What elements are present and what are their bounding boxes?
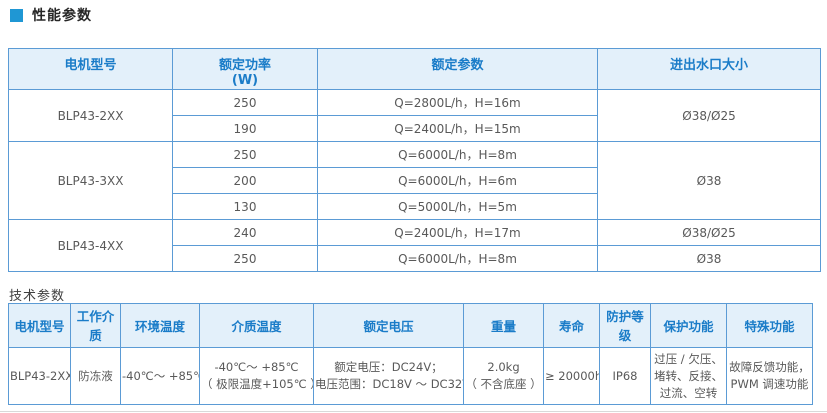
- section-header-performance: 性能参数: [10, 5, 92, 25]
- tech-header-medium: 工作介质: [70, 303, 121, 348]
- tech-header-voltage: 额定电压: [313, 303, 464, 348]
- power-cell: 240: [172, 219, 318, 246]
- table-row: 190 Q=2400L/h，H=15m: [9, 115, 821, 142]
- tech-header-model: 电机型号: [8, 303, 71, 348]
- power-cell: 190: [172, 115, 318, 142]
- ambient-temp-cell: -40℃～ +85℃: [120, 347, 200, 405]
- tech-header-special: 特殊功能: [726, 303, 813, 348]
- special-line2: PWM 调速功能: [730, 377, 809, 391]
- power-cell: 250: [172, 89, 318, 116]
- protection-cell: 过压 / 欠压、 堵转、反接、 过流、空转: [650, 347, 727, 405]
- performance-table: 电机型号 额定功率 (W) 额定参数 进出水口大小 BLP43-2XX 250 …: [8, 48, 821, 272]
- tech-header-ambient-temp: 环境温度: [120, 303, 200, 348]
- page-bottom-divider: [0, 411, 827, 412]
- model-cell: BLP43-3XX: [8, 141, 173, 220]
- technical-header-row: 电机型号 工作介质 环境温度 介质温度 额定电压 重量 寿命 防护等级 保护功能…: [8, 303, 813, 348]
- perf-header-power-unit: (W): [231, 73, 259, 88]
- tech-header-lifetime: 寿命: [543, 303, 600, 348]
- model-cell: BLP43-2XX: [8, 89, 173, 142]
- medium-temp-cell: -40℃～ +85℃ （ 极限温度+105℃ ）: [199, 347, 314, 405]
- performance-header-row: 电机型号 额定功率 (W) 额定参数 进出水口大小: [8, 48, 821, 90]
- tech-header-weight: 重量: [463, 303, 544, 348]
- params-cell: Q=6000L/h，H=6m: [317, 167, 598, 194]
- params-cell: Q=2800L/h，H=16m: [317, 89, 598, 116]
- params-cell: Q=2400L/h，H=17m: [317, 219, 598, 246]
- model-cell: BLP43-4XX: [8, 219, 173, 272]
- table-row: BLP43-4XX 240 Q=2400L/h，H=17m Ø38/Ø25: [8, 219, 821, 272]
- tech-header-medium-temp: 介质温度: [199, 303, 314, 348]
- params-cell: Q=5000L/h，H=5m: [317, 193, 598, 220]
- ip-rating-cell: IP68: [599, 347, 651, 405]
- perf-header-params: 额定参数: [317, 48, 598, 90]
- power-cell: 200: [172, 167, 318, 194]
- special-cell: 故障反馈功能， PWM 调速功能: [726, 347, 813, 405]
- weight-line2: （ 不含底座 ）: [465, 377, 542, 391]
- params-cell: Q=6000L/h，H=8m: [317, 141, 598, 168]
- table-row: BLP43-2XX 防冻液 -40℃～ +85℃ -40℃～ +85℃ （ 极限…: [8, 347, 813, 405]
- medium-temp-line1: -40℃～ +85℃: [214, 360, 299, 374]
- perf-header-power: 额定功率 (W): [172, 48, 318, 90]
- power-cell: 250: [172, 245, 318, 272]
- voltage-line2: 电压范围：DC18V ～ DC32V: [315, 377, 464, 391]
- port-cell: Ø38/Ø25: [597, 219, 821, 246]
- medium-temp-line2: （ 极限温度+105℃ ）: [201, 377, 314, 391]
- model-cell: BLP43-2XX: [8, 347, 71, 405]
- weight-line1: 2.0kg: [487, 360, 520, 374]
- voltage-line1: 额定电压：DC24V；: [334, 360, 443, 374]
- port-cell: Ø38: [597, 141, 821, 220]
- power-cell: 250: [172, 141, 318, 168]
- table-row: 130 Q=5000L/h，H=5m: [9, 193, 821, 220]
- protection-line1: 过压 / 欠压、: [654, 351, 723, 366]
- perf-header-power-line1: 额定功率: [218, 58, 271, 73]
- technical-section-title: 技术参数: [9, 289, 66, 304]
- power-cell: 130: [172, 193, 318, 220]
- perf-header-model: 电机型号: [8, 48, 173, 90]
- table-row: 200 Q=6000L/h，H=6m: [9, 167, 821, 194]
- weight-cell: 2.0kg （ 不含底座 ）: [463, 347, 544, 405]
- table-row: 250 Q=6000L/h，H=8m Ø38: [9, 245, 821, 272]
- protection-line3: 过流、空转: [659, 385, 718, 400]
- params-cell: Q=6000L/h，H=8m: [317, 245, 598, 272]
- tech-header-protection: 保护功能: [650, 303, 727, 348]
- perf-header-port: 进出水口大小: [597, 48, 821, 90]
- port-cell: Ø38/Ø25: [597, 89, 821, 142]
- performance-section-title: 性能参数: [32, 8, 92, 24]
- port-cell: Ø38: [597, 245, 821, 272]
- special-line1: 故障反馈功能，: [729, 360, 810, 374]
- medium-cell: 防冻液: [70, 347, 121, 405]
- voltage-cell: 额定电压：DC24V； 电压范围：DC18V ～ DC32V: [313, 347, 464, 405]
- technical-table: 电机型号 工作介质 环境温度 介质温度 额定电压 重量 寿命 防护等级 保护功能…: [8, 303, 813, 405]
- section-marker-icon: [10, 8, 23, 22]
- table-row: BLP43-2XX 250 Q=2800L/h，H=16m Ø38/Ø25: [8, 89, 821, 142]
- lifetime-cell: ≥ 20000h: [543, 347, 600, 405]
- tech-header-ip-rating: 防护等级: [599, 303, 651, 348]
- protection-line2: 堵转、反接、: [654, 368, 723, 383]
- params-cell: Q=2400L/h，H=15m: [317, 115, 598, 142]
- table-row: BLP43-3XX 250 Q=6000L/h，H=8m Ø38: [8, 141, 821, 220]
